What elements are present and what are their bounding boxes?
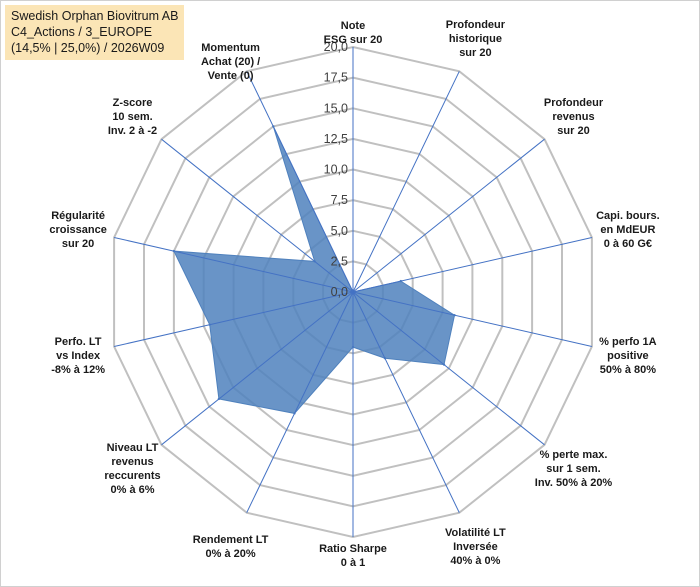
axis-label-11: Régularité croissance sur 20: [49, 210, 106, 250]
axis-label-line: Inv. 50% à 20%: [535, 477, 613, 489]
spoke-3: [352, 237, 593, 293]
axis-label-line: Régularité: [51, 210, 105, 222]
axis-label-line: historique: [449, 33, 502, 45]
axis-label-line: positive: [607, 350, 649, 362]
spoke-8: [246, 291, 354, 513]
axis-label-4: % perfo 1A positive 50% à 80%: [599, 336, 657, 376]
spoke-1: [352, 71, 460, 293]
axis-label-2: Profondeur revenus sur 20: [544, 97, 604, 137]
axis-label-line: Note: [341, 20, 365, 32]
spoke-4: [352, 291, 593, 347]
axis-label-line: 50% à 80%: [600, 364, 656, 376]
axis-label-line: Achat (20) /: [201, 56, 260, 68]
axis-label-line: ESG sur 20: [324, 34, 383, 46]
axis-label-line: 0 à 1: [341, 557, 365, 569]
axis-label-line: revenus: [552, 111, 594, 123]
tick-label: 20,0: [324, 40, 348, 54]
axis-label-line: sur 20: [557, 125, 589, 137]
axis-label-line: vs Index: [56, 350, 101, 362]
axis-label-9: Niveau LT revenus reccurents 0% à 6%: [104, 442, 160, 496]
axis-label-3: Capi. bours. en MdEUR 0 à 60 G€: [596, 210, 660, 250]
axis-label-8: Rendement LT 0% à 20%: [193, 534, 269, 560]
axis-label-line: Inv. 2 à -2: [108, 125, 157, 137]
axis-label-line: Niveau LT: [107, 442, 159, 454]
axis-label-line: Capi. bours.: [596, 210, 660, 222]
tick-label: 2,5: [331, 254, 348, 268]
axis-label-6: Volatilité LT Inversée 40% à 0%: [445, 527, 506, 567]
tick-label: 5,0: [331, 224, 348, 238]
axis-label-line: % perte max.: [540, 449, 608, 461]
chart-title: Swedish Orphan Biovitrum AB: [11, 9, 179, 23]
axis-label-line: croissance: [49, 224, 106, 236]
axis-label-line: Rendement LT: [193, 534, 269, 546]
axis-label-line: % perfo 1A: [599, 336, 657, 348]
axis-label-line: Perfo. LT: [55, 336, 102, 348]
axis-label-line: 0% à 20%: [206, 548, 256, 560]
spoke-12: [161, 138, 354, 293]
spoke-9: [161, 291, 354, 446]
tick-label: 0,0: [331, 285, 348, 299]
radial-tick-labels: 0,0 2,5 5,0 7,5 10,0 12,5 15,0 17,5 20,0: [324, 40, 348, 299]
axis-label-line: Inversée: [453, 541, 498, 553]
axis-label-line: sur 20: [62, 238, 94, 250]
axis-label-line: Z-score: [113, 97, 153, 109]
spoke-13: [246, 71, 354, 293]
axis-label-line: reccurents: [104, 470, 160, 482]
axis-label-10: Perfo. LT vs Index -8% à 12%: [51, 336, 105, 376]
axis-label-line: Ratio Sharpe: [319, 543, 387, 555]
axis-label-line: 10 sem.: [112, 111, 152, 123]
spoke-5: [352, 291, 545, 446]
axis-label-line: 0 à 60 G€: [604, 238, 652, 250]
axis-labels: Note ESG sur 20 Profondeur historique sur 20…: [49, 19, 659, 569]
axis-label-line: revenus: [111, 456, 153, 468]
axis-label-0: Note ESG sur 20: [324, 20, 383, 46]
tick-label: 12,5: [324, 132, 348, 146]
axis-label-line: Vente (0): [208, 70, 254, 82]
axis-label-line: Profondeur: [544, 97, 604, 109]
axis-label-line: -8% à 12%: [51, 364, 105, 376]
tick-label: 15,0: [324, 101, 348, 115]
axis-label-line: Volatilité LT: [445, 527, 506, 539]
chart-subtitle-period: (14,5% | 25,0%) / 2026W09: [11, 41, 165, 55]
axis-label-line: sur 1 sem.: [546, 463, 600, 475]
spoke-2: [352, 138, 545, 293]
axis-label-5: % perte max. sur 1 sem. Inv. 50% à 20%: [535, 449, 613, 489]
chart-title-box: Swedish Orphan Biovitrum AB C4_Actions /…: [5, 5, 185, 60]
axis-label-line: en MdEUR: [600, 224, 655, 236]
spoke-11: [113, 237, 354, 293]
axis-label-line: 40% à 0%: [450, 555, 500, 567]
tick-label: 7,5: [331, 193, 348, 207]
axis-label-line: 0% à 6%: [110, 484, 154, 496]
axis-label-7: Ratio Sharpe 0 à 1: [319, 543, 387, 569]
radar-series: [172, 125, 456, 415]
tick-label: 10,0: [324, 163, 348, 177]
tick-label: 17,5: [324, 71, 348, 85]
axis-label-line: sur 20: [459, 47, 491, 59]
axis-label-line: Momentum: [201, 42, 260, 54]
axis-label-line: Profondeur: [446, 19, 506, 31]
axis-label-13: Momentum Achat (20) / Vente (0): [201, 42, 260, 82]
axis-label-12: Z-score 10 sem. Inv. 2 à -2: [108, 97, 157, 137]
axis-label-1: Profondeur historique sur 20: [446, 19, 506, 59]
chart-subtitle-category: C4_Actions / 3_EUROPE: [11, 25, 153, 39]
radar-spokes: [113, 47, 593, 537]
spoke-6: [352, 291, 460, 513]
spoke-10: [113, 291, 354, 347]
